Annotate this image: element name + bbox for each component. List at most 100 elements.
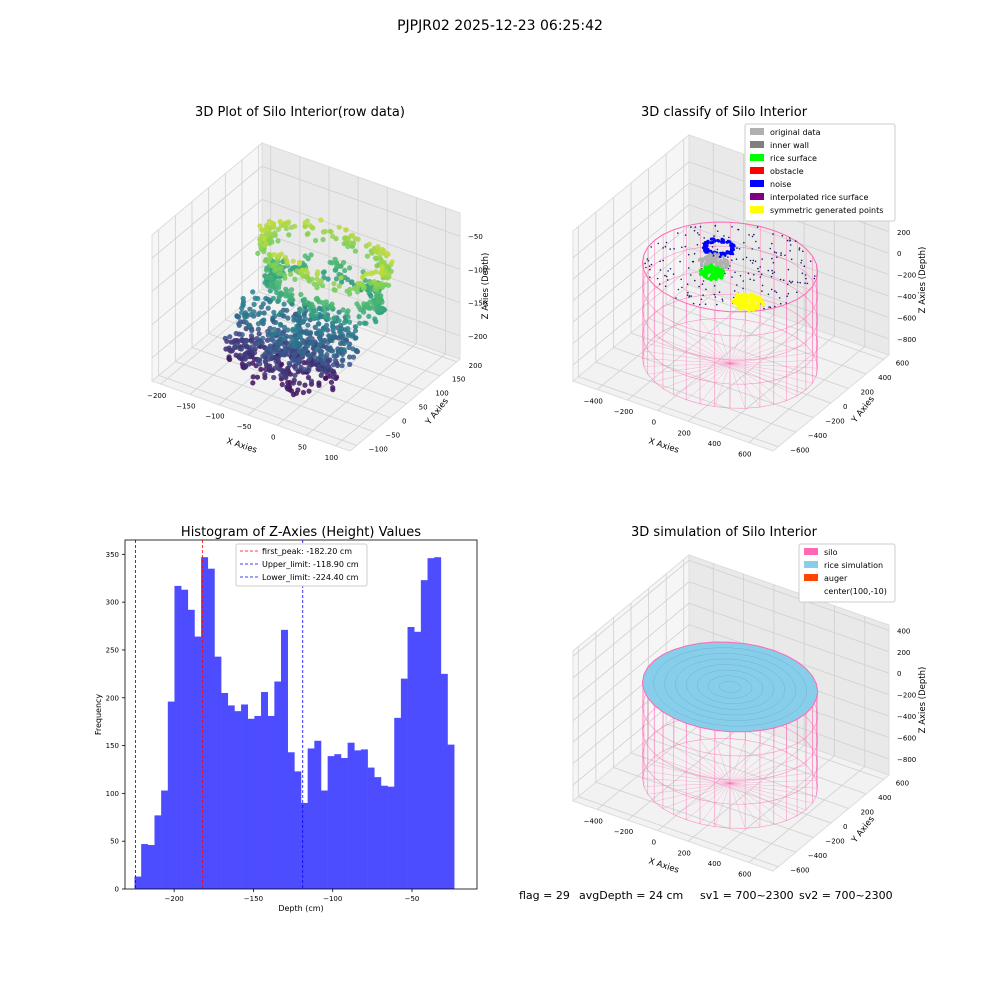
- classify-cluster-point: [751, 297, 756, 301]
- raw-z-grid: [151, 165, 461, 259]
- classify-surface-point: [687, 267, 690, 269]
- classify-cluster-point: [709, 241, 713, 245]
- raw-x-axis-label: X Axies: [225, 436, 258, 455]
- histogram-bar: [221, 692, 229, 889]
- classify-surface-point: [699, 225, 702, 228]
- raw-data-point: [322, 314, 328, 320]
- classify-cluster-point: [738, 301, 743, 305]
- raw-data-point: [322, 375, 329, 381]
- classify-surface-point: [664, 285, 667, 288]
- classify-surface-point: [702, 294, 704, 296]
- classify-surface-point: [769, 306, 772, 309]
- raw-data-point: [243, 339, 249, 345]
- raw-data-point: [335, 362, 341, 369]
- classify-legend: [744, 123, 896, 222]
- raw-data-point: [333, 276, 340, 282]
- histogram-bar: [287, 752, 295, 889]
- histogram-y-tick-label: 100: [106, 790, 119, 798]
- classify-surface-point: [787, 283, 789, 286]
- classify-cluster-point: [720, 272, 724, 277]
- raw-data-point: [273, 319, 279, 326]
- raw-data-point: [345, 326, 351, 332]
- classify-surface-point: [727, 256, 729, 258]
- classify-cluster-point: [748, 305, 752, 310]
- simulation-silo-spoke: [729, 783, 774, 825]
- raw-data-point: [240, 295, 246, 302]
- classify-surface-point: [656, 277, 659, 280]
- classify-cluster-point: [698, 257, 702, 261]
- histogram-y-tick-label: 50: [110, 838, 119, 846]
- raw-data-point: [372, 255, 379, 261]
- classify-surface-point: [749, 259, 752, 262]
- simulation-y-grid: [630, 752, 832, 824]
- raw-data-point: [320, 237, 326, 243]
- footer-flag: flag = 29: [519, 889, 570, 902]
- classify-surface-point: [662, 259, 664, 262]
- histogram-bar: [414, 631, 422, 889]
- raw-data-point: [318, 278, 324, 284]
- raw-data-point: [258, 366, 264, 372]
- classify-y-tick-label: 400: [878, 374, 891, 382]
- raw-x-tick-label: −100: [205, 413, 224, 421]
- raw-data-point: [339, 358, 345, 364]
- classify-z-tick-label: 200: [897, 229, 910, 237]
- histogram-bar: [201, 557, 209, 889]
- raw-data-chart: 3D Plot of Silo Interior(row data) −200 −1…: [147, 105, 491, 462]
- classify-silo-spoke: [729, 363, 746, 409]
- classify-legend-swatch: [750, 206, 764, 213]
- classify-surface-point: [798, 249, 801, 251]
- raw-data-point: [238, 346, 245, 352]
- raw-data-point: [311, 281, 317, 287]
- classify-surface-point: [690, 274, 692, 276]
- classify-cluster-point: [756, 302, 760, 306]
- classify-surface-point: [760, 273, 763, 276]
- raw-data-point: [265, 305, 271, 311]
- raw-data-point: [302, 253, 308, 259]
- classify-surface-point: [753, 274, 755, 276]
- raw-data-point: [257, 223, 263, 229]
- raw-data-point: [352, 248, 358, 254]
- raw-data-point: [278, 310, 284, 316]
- classify-surface-point: [686, 294, 689, 296]
- classify-surface-point: [681, 286, 683, 289]
- raw-data-point: [325, 339, 331, 345]
- raw-data-point: [327, 259, 333, 265]
- classify-surface-point: [789, 239, 791, 241]
- raw-data-point: [275, 238, 281, 244]
- raw-data-point: [263, 295, 269, 302]
- histogram-bar: [214, 656, 222, 889]
- raw-data-point: [336, 335, 342, 341]
- raw-data-point: [251, 301, 257, 307]
- classify-surface-point: [774, 305, 776, 308]
- raw-data-point: [361, 320, 367, 326]
- histogram-bar: [334, 754, 342, 889]
- classify-surface-point: [786, 295, 788, 298]
- classify-surface-point: [736, 284, 738, 286]
- classify-surface-point: [790, 258, 793, 261]
- simulation-legend-swatch: [804, 561, 818, 568]
- classify-cluster-point: [703, 265, 707, 269]
- classify-legend-label: inner wall: [770, 141, 809, 150]
- raw-data-point: [331, 281, 337, 287]
- classify-cluster-point: [741, 294, 745, 298]
- simulation-rice-mesh: [719, 681, 742, 693]
- raw-data-point: [262, 242, 268, 248]
- classify-silo-spoke: [730, 360, 817, 364]
- raw-x-tick-label: −50: [237, 423, 252, 431]
- classify-surface-point: [787, 268, 790, 271]
- classify-surface-point: [771, 257, 773, 260]
- raw-data-point: [254, 374, 261, 380]
- raw-data-point: [302, 382, 308, 388]
- simulation-silo-spoke: [699, 783, 731, 824]
- classify-z-tick-label: −400: [897, 293, 916, 301]
- classify-surface-point: [731, 259, 733, 262]
- classify-x-grid: [748, 196, 866, 443]
- classify-silo-spoke: [673, 325, 731, 364]
- raw-data-point: [318, 352, 324, 358]
- classify-surface-point: [716, 230, 719, 232]
- classify-silo-spoke: [662, 363, 731, 389]
- raw-data-point: [266, 229, 272, 235]
- simulation-x-tick-label: 400: [708, 860, 721, 868]
- classify-cluster-point: [716, 238, 720, 243]
- raw-data-point: [320, 327, 326, 333]
